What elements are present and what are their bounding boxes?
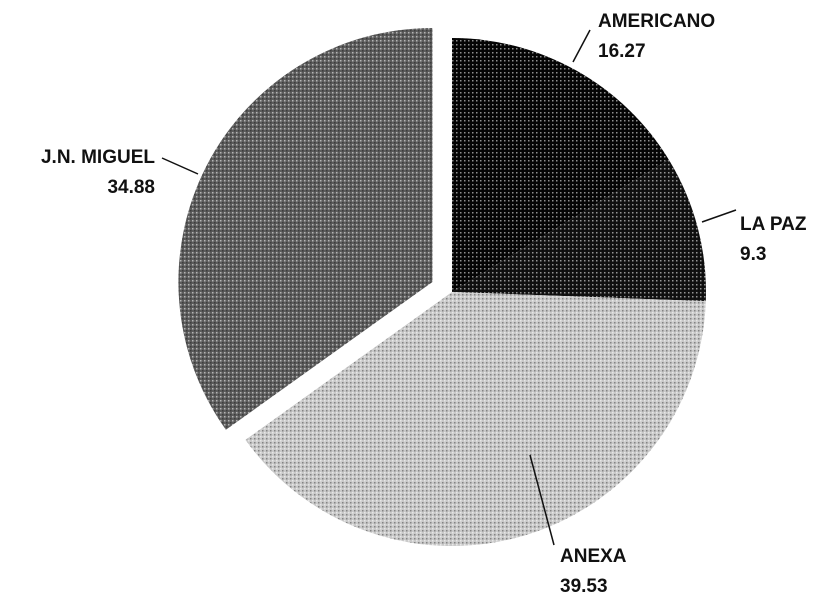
- slice-texture: [452, 38, 669, 292]
- slice-texture: [178, 27, 433, 430]
- slice-value: 34.88: [107, 177, 155, 198]
- slice-label: J.N. MIGUEL: [41, 147, 155, 168]
- slice-value: 9.3: [740, 244, 766, 265]
- leader-line: [572, 29, 591, 63]
- slice-value: 39.53: [560, 576, 608, 597]
- slice-value: 16.27: [598, 41, 646, 62]
- slice-texture: [245, 292, 706, 546]
- leader-line: [701, 209, 737, 223]
- slice-label: ANEXA: [560, 546, 627, 567]
- slice-texture: [452, 159, 706, 302]
- slice-label: AMERICANO: [598, 11, 715, 32]
- slice-label: LA PAZ: [740, 214, 807, 235]
- leader-line: [161, 157, 199, 175]
- leader-line: [529, 454, 555, 546]
